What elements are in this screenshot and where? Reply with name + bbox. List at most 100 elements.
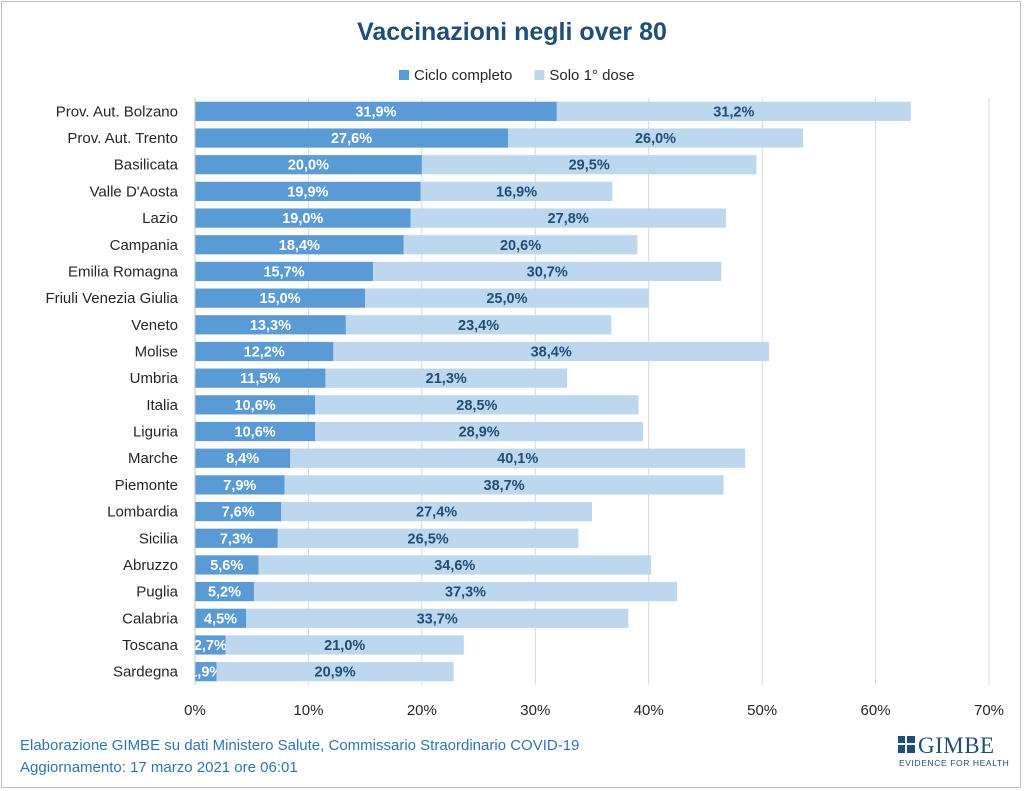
bar-ciclo-completo (195, 475, 285, 495)
bar-solo-prima-dose (345, 315, 612, 335)
bar-ciclo-completo (195, 128, 509, 148)
data-label: 33,7% (417, 611, 458, 627)
data-label: 10,6% (235, 425, 276, 441)
data-label: 27,6% (331, 131, 372, 147)
data-label: 7,9% (223, 478, 256, 494)
data-label: 8,4% (226, 451, 259, 467)
x-tick-label: 60% (861, 702, 891, 719)
y-tick-label: Liguria (133, 424, 179, 441)
bar-ciclo-completo (195, 155, 422, 175)
bar-solo-prima-dose (225, 635, 464, 655)
data-label: 40,1% (497, 451, 538, 467)
data-label: 34,6% (434, 558, 475, 574)
bar-solo-prima-dose (290, 448, 746, 468)
y-tick-label: Piemonte (115, 477, 178, 494)
data-label: 7,6% (222, 505, 255, 521)
y-tick-label: Emilia Romagna (68, 263, 179, 280)
y-tick-label: Prov. Aut. Trento (67, 130, 178, 147)
bar-ciclo-completo (195, 528, 278, 548)
data-label: 29,5% (569, 158, 610, 174)
bar-ciclo-completo (195, 448, 291, 468)
y-tick-label: Lazio (142, 210, 178, 227)
y-tick-label: Toscana (122, 637, 179, 654)
chart-title: Vaccinazioni negli over 80 (357, 18, 667, 46)
data-label: 19,9% (287, 184, 328, 200)
y-tick-label: Lombardia (107, 504, 179, 521)
data-label: 5,2% (208, 585, 241, 601)
bar-ciclo-completo (195, 635, 226, 655)
data-label: 31,2% (713, 104, 754, 120)
data-label: 18,4% (279, 238, 320, 254)
x-tick-label: 20% (407, 702, 437, 719)
bar-solo-prima-dose (420, 181, 613, 201)
bar-ciclo-completo (195, 582, 254, 602)
bar-ciclo-completo (195, 555, 259, 575)
bar-ciclo-completo (195, 501, 282, 522)
bar-solo-prima-dose (284, 475, 724, 495)
data-label: 13,3% (250, 318, 291, 334)
data-label: 15,7% (263, 264, 304, 280)
bar-ciclo-completo (195, 662, 217, 682)
data-label: 26,5% (408, 531, 449, 547)
bar-ciclo-completo (195, 368, 326, 388)
data-label: 10,6% (235, 398, 276, 414)
y-tick-label: Umbria (130, 370, 179, 387)
data-label: 31,9% (355, 104, 396, 120)
data-label: 25,0% (486, 291, 527, 307)
bar-solo-prima-dose (508, 128, 803, 148)
data-label: 20,9% (315, 665, 356, 681)
x-tick-label: 10% (293, 702, 323, 719)
y-tick-label: Puglia (136, 584, 178, 601)
y-tick-label: Calabria (122, 610, 179, 627)
x-tick-label: 40% (634, 702, 664, 719)
y-tick-label: Basilicata (114, 157, 179, 174)
legend-label-0: Ciclo completo (414, 67, 512, 84)
y-tick-label: Prov. Aut. Bolzano (56, 103, 178, 120)
bar-solo-prima-dose (258, 555, 651, 575)
y-tick-label: Sardegna (113, 664, 179, 681)
bar-solo-prima-dose (277, 528, 579, 548)
bar-solo-prima-dose (373, 261, 722, 282)
bar-ciclo-completo (195, 288, 366, 308)
bar-solo-prima-dose (556, 101, 911, 121)
data-label: 7,3% (220, 531, 253, 547)
data-label: 15,0% (260, 291, 301, 307)
logo-wordmark: GIMBE (918, 733, 995, 758)
legend-label-1: Solo 1° dose (549, 67, 634, 84)
bar-ciclo-completo (195, 261, 374, 282)
bar-solo-prima-dose (333, 341, 769, 362)
x-tick-label: 30% (520, 702, 550, 719)
bar-solo-prima-dose (410, 208, 726, 228)
x-tick-label: 70% (974, 702, 1004, 719)
x-tick-label: 50% (747, 702, 777, 719)
update-note: Aggiornamento: 17 marzo 2021 ore 06:01 (20, 759, 298, 776)
bar-solo-prima-dose (325, 368, 568, 388)
data-label: 23,4% (458, 318, 499, 334)
data-label: 30,7% (527, 264, 568, 280)
gimbe-logo: GIMBE EVIDENCE FOR HEALTH (898, 733, 1009, 773)
data-label: 27,8% (548, 211, 589, 227)
source-note: Elaborazione GIMBE su dati Ministero Sal… (20, 737, 580, 754)
bar-solo-prima-dose (421, 155, 757, 175)
y-tick-label: Veneto (131, 317, 178, 334)
bar-ciclo-completo (195, 341, 334, 362)
y-tick-label: Molise (135, 343, 178, 360)
logo-mark-icon (898, 736, 915, 753)
legend-swatch-0 (399, 70, 409, 80)
legend-swatch-1 (534, 70, 545, 80)
y-tick-label: Friuli Venezia Giulia (45, 290, 178, 307)
data-label: 26,0% (635, 131, 676, 147)
chart: Vaccinazioni negli over 80 Ciclo completo… (45, 18, 1004, 719)
data-label: 2,7% (194, 638, 227, 654)
bar-solo-prima-dose (246, 608, 629, 628)
data-label: 11,5% (240, 371, 280, 387)
bar-ciclo-completo (195, 421, 316, 442)
data-label: 21,3% (426, 371, 467, 387)
bar-solo-prima-dose (281, 501, 592, 522)
x-tick-label: 0% (184, 702, 206, 719)
data-label: 28,9% (459, 425, 500, 441)
logo-tagline: EVIDENCE FOR HEALTH (899, 758, 1010, 768)
data-label: 12,2% (244, 344, 285, 360)
bar-ciclo-completo (195, 608, 247, 628)
bar-ciclo-completo (195, 208, 411, 228)
